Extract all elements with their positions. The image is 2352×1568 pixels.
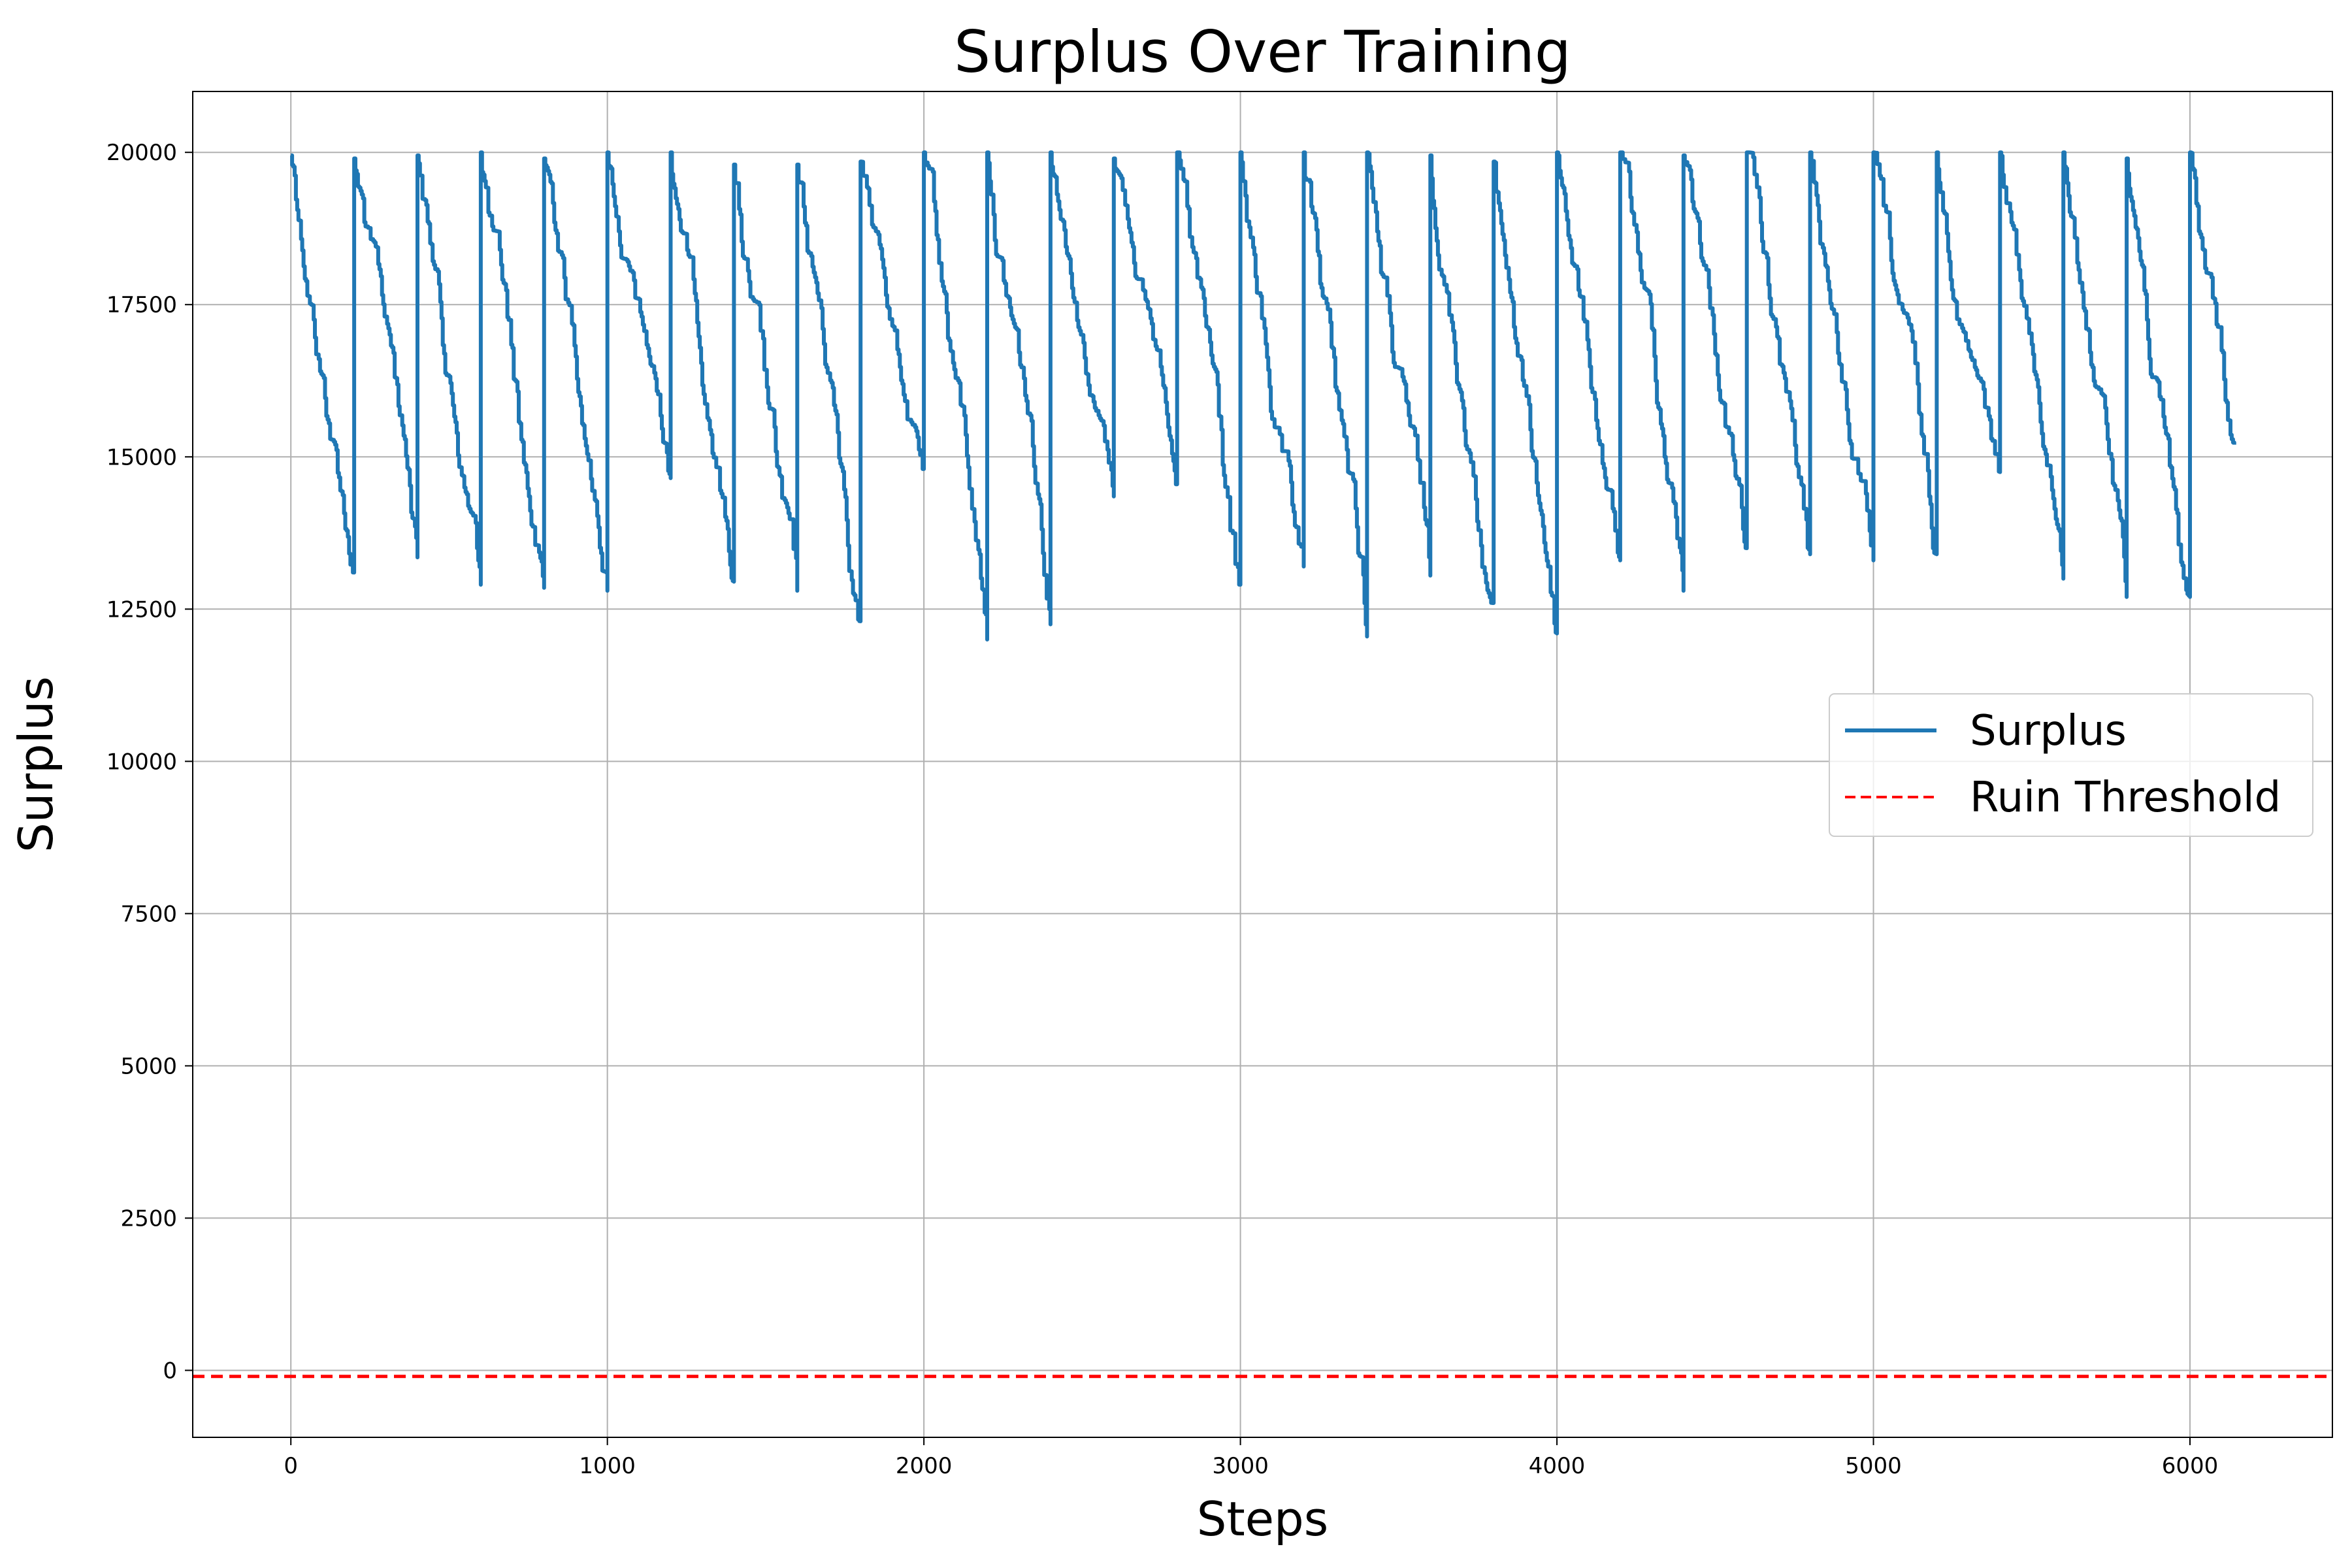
y-tick-label: 20000 — [106, 140, 177, 166]
y-tick-label: 5000 — [120, 1053, 177, 1079]
x-tick-label: 6000 — [2162, 1453, 2219, 1479]
x-tick-label: 1000 — [579, 1453, 636, 1479]
x-tick-label: 0 — [284, 1453, 298, 1479]
chart-title: Surplus Over Training — [954, 18, 1571, 86]
y-tick-label: 7500 — [120, 901, 177, 927]
y-tick-label: 10000 — [106, 749, 177, 775]
x-tick-label: 4000 — [1529, 1453, 1586, 1479]
x-tick-label: 2000 — [896, 1453, 953, 1479]
y-tick-label: 17500 — [106, 292, 177, 318]
y-tick-label: 15000 — [106, 444, 177, 470]
legend-label-ruin-threshold: Ruin Threshold — [1970, 774, 2281, 822]
legend: Surplus Ruin Threshold — [1829, 693, 2313, 837]
legend-label-surplus: Surplus — [1970, 707, 2127, 755]
axis-ticks: 0 1000 2000 3000 4000 5000 6000 0 2500 5000 7500 10… — [106, 140, 2218, 1479]
axes-frame — [192, 91, 2333, 1438]
y-tick-label: 0 — [163, 1358, 177, 1384]
y-tick-label: 12500 — [106, 596, 177, 623]
x-axis-label: Steps — [1197, 1492, 1328, 1546]
surplus-line — [290, 150, 2236, 642]
y-axis-label: Surplus — [8, 676, 63, 853]
y-tick-label: 2500 — [120, 1205, 177, 1232]
plot-area — [193, 150, 2332, 1379]
x-tick-label: 3000 — [1212, 1453, 1269, 1479]
legend-box — [1829, 693, 2313, 837]
x-tick-label: 5000 — [1845, 1453, 1902, 1479]
